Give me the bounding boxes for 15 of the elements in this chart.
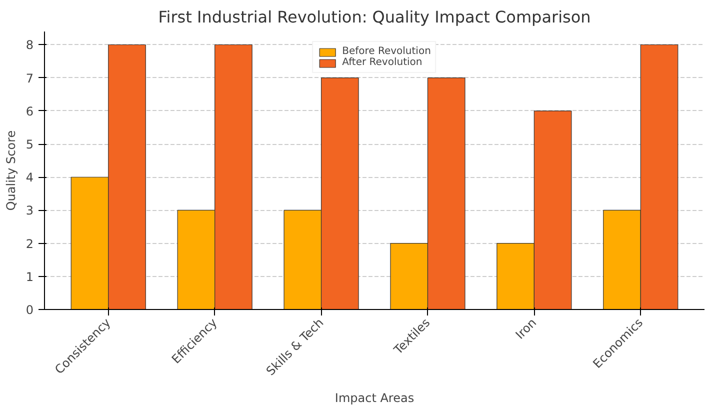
x-tick-label: Iron — [512, 316, 540, 342]
x-axis-title: Impact Areas — [334, 391, 414, 406]
y-tick-label: 4 — [26, 170, 34, 185]
y-axis-title: Quality Score — [4, 130, 18, 211]
chart-title: First Industrial Revolution: Quality Impact Comparison — [158, 8, 591, 26]
y-tick-label: 8 — [26, 38, 34, 52]
y-tick-label: 3 — [26, 204, 34, 218]
y-tick-label: 2 — [26, 236, 34, 251]
y-tick-label: 1 — [26, 270, 34, 284]
legend-label: Before Revolution — [342, 46, 431, 57]
legend-label: After Revolution — [342, 57, 422, 68]
y-tick-label: 5 — [26, 138, 34, 152]
y-tick-label: 6 — [26, 104, 34, 118]
y-tick-label: 0 — [26, 303, 34, 317]
y-tick-label: 7 — [26, 71, 34, 86]
